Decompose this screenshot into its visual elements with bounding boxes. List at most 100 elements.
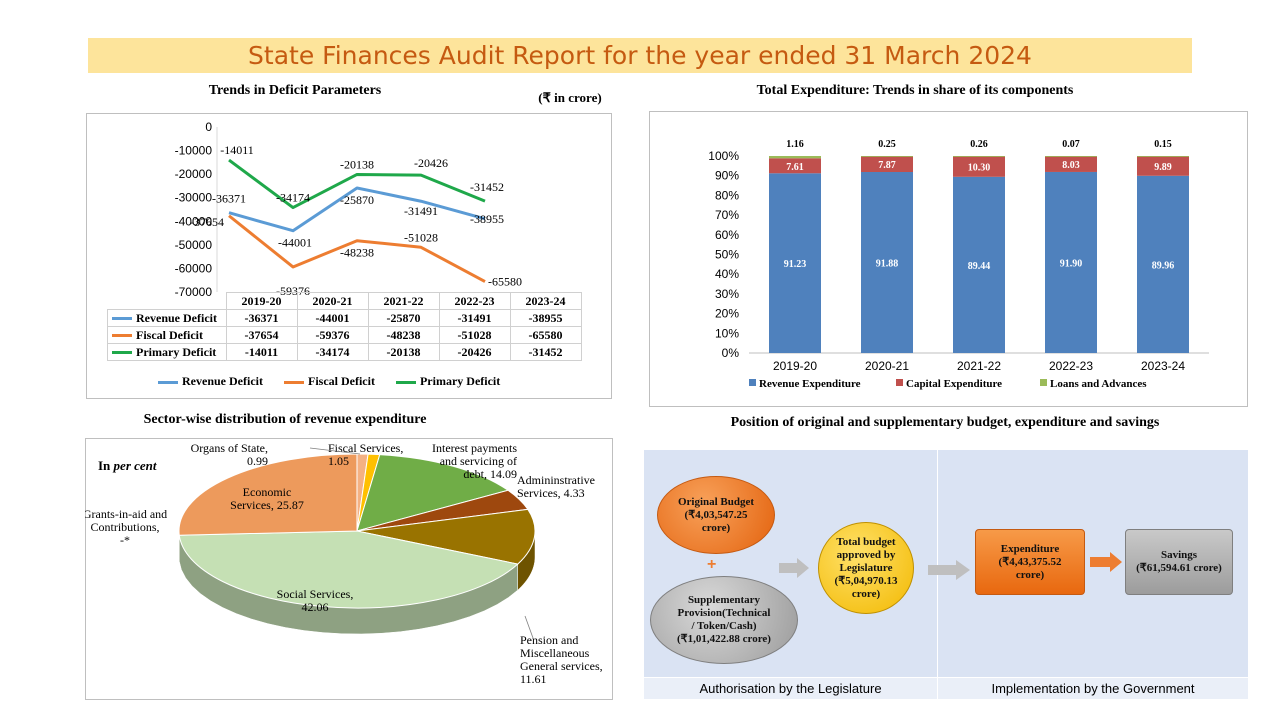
sector-chart-title: Sector-wise distribution of revenue expe… (143, 412, 427, 427)
legend-key (896, 379, 903, 386)
table-cell: -38955 (509, 309, 582, 327)
data-label: 0.15 (1154, 139, 1172, 150)
data-label: 0.26 (970, 139, 988, 150)
y-tick-label: -30000 (175, 191, 213, 205)
data-label: -34174 (276, 191, 310, 205)
data-label: -36371 (212, 192, 246, 206)
y-tick-label: 10% (715, 326, 739, 340)
legend-key (112, 334, 132, 338)
legend-item: Revenue Deficit (158, 374, 263, 388)
table-cell: -34174 (296, 343, 369, 361)
y-tick-label: 80% (715, 188, 739, 202)
table-cell: -31491 (438, 309, 511, 327)
plus-sign: + (707, 556, 717, 573)
supplementary-provision-oval: Supplementary Provision(Technical / Token/… (650, 576, 798, 664)
data-label: 91.88 (876, 258, 899, 269)
series-label: Primary Deficit (136, 344, 217, 359)
y-tick-label: 60% (715, 228, 739, 242)
arrow-icon (779, 558, 809, 578)
data-label: 91.90 (1060, 258, 1083, 269)
data-label: -38955 (470, 212, 504, 226)
slice-label: Pension and (520, 633, 578, 647)
slice-label: 42.06 (302, 600, 329, 614)
sector-unit-note: In per cent (98, 458, 157, 473)
data-label: -20138 (340, 157, 374, 171)
slice-label: Services, 4.33 (517, 486, 585, 500)
data-label: -51028 (404, 230, 438, 244)
deficit-legend: Revenue Deficit Fiscal Deficit Primary D… (158, 374, 500, 389)
slice-label: 0.99 (247, 454, 268, 468)
x-tick-label: 2023-24 (1141, 359, 1185, 373)
deficit-chart-title: Trends in Deficit Parameters (208, 83, 382, 98)
data-label: 0.25 (878, 139, 896, 150)
pie-slice (178, 453, 358, 536)
slice-label: Economic (243, 485, 292, 499)
legend-label: Loans and Advances (1050, 378, 1147, 390)
table-cell: -51028 (438, 326, 511, 344)
table-header-year: 2019-20 (225, 292, 298, 310)
table-row: Revenue Deficit -36371 -44001 -25870 -31… (107, 309, 582, 327)
slice-label: General services, (520, 659, 603, 673)
data-label: 89.44 (968, 261, 991, 272)
legend-label: Capital Expenditure (906, 378, 1002, 390)
y-tick-label: 40% (715, 267, 739, 281)
table-cell: -44001 (296, 309, 369, 327)
series-line (228, 186, 486, 233)
slice-label: and servicing of (440, 454, 517, 468)
legend-item: Primary Deficit (395, 374, 500, 388)
bar-segment (861, 156, 913, 172)
data-label: 91.23 (784, 259, 807, 270)
table-cell: -59376 (296, 326, 369, 344)
total-budget-oval: Total budget approved by Legislature (₹5,04… (818, 522, 914, 614)
arrow-icon (928, 560, 970, 580)
legend-key (112, 317, 132, 321)
y-tick-label: -70000 (175, 285, 213, 299)
series-label: Revenue Deficit (136, 310, 217, 325)
bar-segment (1137, 175, 1189, 353)
slice-label: 11.61 (520, 672, 547, 686)
data-label: -65580 (488, 275, 522, 289)
deficit-line-chart: 0 -10000 -20000 -30000 -40000 -50000 -60000 -70… (175, 120, 522, 299)
expenditure-stacked-bar-chart: 0% 10% 20% 30% 40% 50% 60% 70% 80% 90% 100% 2019-20… (708, 139, 1209, 390)
page-title: State Finances Audit Report for the year… (88, 38, 1192, 73)
data-label: 8.03 (1062, 160, 1080, 171)
slice-label: Miscellaneous (520, 646, 590, 660)
slice-label: Admininstrative (517, 473, 595, 487)
savings-box: Savings (₹61,594.61 crore) (1125, 529, 1233, 595)
footer-authorisation: Authorisation by the Legislature (644, 677, 937, 699)
leader-line (524, 615, 534, 639)
x-tick-label: 2019-20 (773, 359, 817, 373)
legend-item: Fiscal Deficit (283, 374, 375, 388)
original-budget-oval: Original Budget (₹4,03,547.25 crore) (657, 476, 775, 554)
y-tick-label: -10000 (175, 144, 213, 158)
x-tick-label: 2022-23 (1049, 359, 1093, 373)
table-cell: -25870 (367, 309, 440, 327)
bar-segment (769, 156, 821, 159)
bar-segment (1137, 156, 1189, 157)
legend-key (112, 351, 132, 355)
bar-segment (769, 158, 821, 174)
slice-label: Contributions, (90, 520, 159, 534)
slice-label: Interest payments (432, 441, 517, 455)
data-label: 1.16 (786, 139, 804, 150)
table-cell: -14011 (225, 343, 298, 361)
sector-pie-chart: Organs of State,0.99 Fiscal Services,1.05… (85, 441, 603, 686)
y-tick-label: -40000 (175, 214, 213, 228)
table-header-year: 2020-21 (296, 292, 369, 310)
bar-segment (1045, 171, 1097, 353)
pie-slice (356, 454, 510, 532)
y-tick-label: -60000 (175, 261, 213, 275)
bar-segment (861, 171, 913, 353)
deficit-unit-label: (₹ in crore) (538, 90, 602, 105)
slice-label: 1.05 (328, 454, 349, 468)
bar-segment (1137, 156, 1189, 176)
data-label: -48238 (340, 246, 374, 260)
slice-label: -* (120, 533, 130, 547)
series-line (228, 158, 486, 210)
bar-segment (953, 156, 1005, 177)
footer-implementation: Implementation by the Government (938, 677, 1248, 699)
data-label: -31452 (470, 180, 504, 194)
table-cell: -36371 (225, 309, 298, 327)
table-header-year: 2023-24 (509, 292, 582, 310)
table-cell: -20426 (438, 343, 511, 361)
